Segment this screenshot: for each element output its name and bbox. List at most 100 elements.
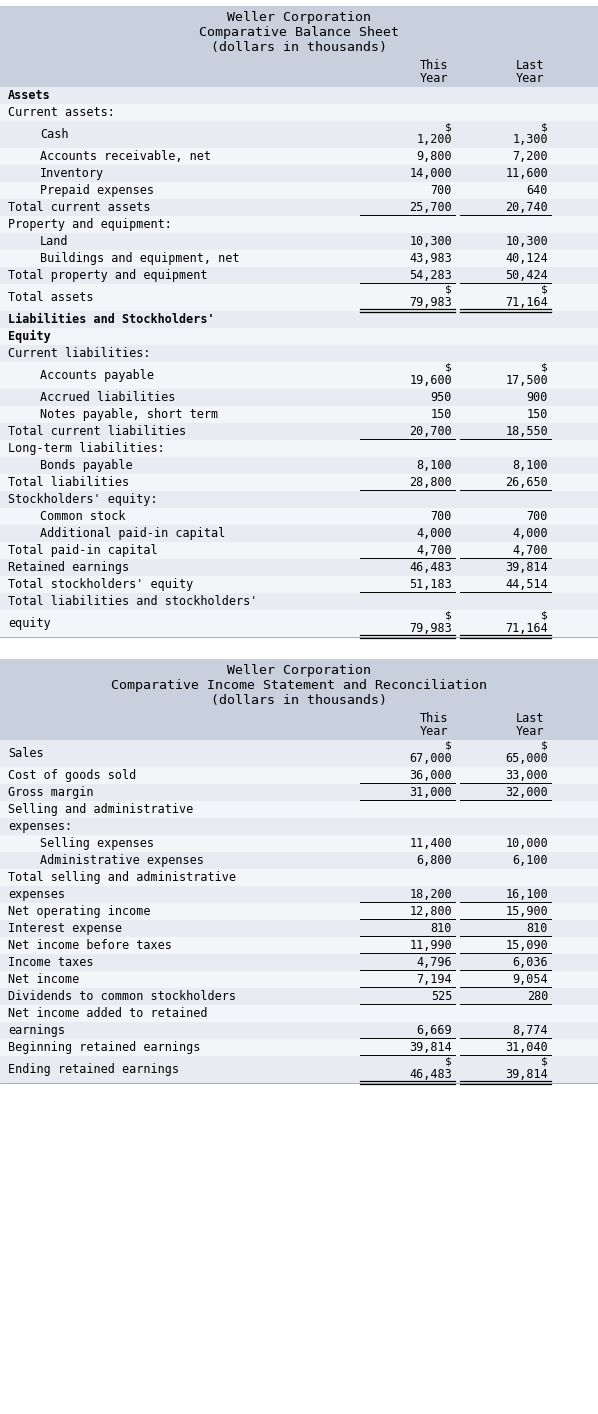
Text: Total selling and administrative: Total selling and administrative [8,871,236,884]
Text: earnings: earnings [8,1024,65,1036]
Bar [0,474,598,491]
Bar [0,887,598,904]
Text: 6,800: 6,800 [416,854,452,867]
Text: 26,650: 26,650 [505,477,548,489]
Text: This: This [420,713,448,725]
Text: Gross margin: Gross margin [8,786,93,799]
Bar [0,122,598,148]
Text: 700: 700 [527,510,548,523]
Text: 28,800: 28,800 [409,477,452,489]
Bar [0,508,598,525]
Text: 40,124: 40,124 [505,252,548,264]
Text: 33,000: 33,000 [505,769,548,782]
Bar [0,406,598,423]
Text: Accounts payable: Accounts payable [40,369,154,382]
Text: 7,200: 7,200 [512,150,548,163]
Text: Accounts receivable, net: Accounts receivable, net [40,150,211,163]
Bar [0,165,598,182]
Text: $: $ [446,286,452,296]
Text: 11,600: 11,600 [505,167,548,180]
Text: 51,183: 51,183 [409,578,452,591]
Bar [0,457,598,474]
Text: 14,000: 14,000 [409,167,452,180]
Bar [0,853,598,870]
Bar [0,6,598,88]
Text: Bonds payable: Bonds payable [40,460,133,472]
Text: Total current assets: Total current assets [8,201,151,214]
Text: Total paid-in capital: Total paid-in capital [8,544,158,557]
Text: Equity: Equity [8,329,51,344]
Text: $: $ [541,363,548,373]
Text: expenses: expenses [8,888,65,901]
Text: This: This [420,59,448,72]
Text: Sales: Sales [8,747,44,759]
Text: 16,100: 16,100 [505,888,548,901]
Bar [0,659,598,740]
Text: 6,036: 6,036 [512,956,548,969]
Text: 640: 640 [527,184,548,197]
Text: 950: 950 [431,392,452,404]
Bar [0,362,598,389]
Text: Prepaid expenses: Prepaid expenses [40,184,154,197]
Bar [0,1056,598,1083]
Text: Stockholders' equity:: Stockholders' equity: [8,493,158,506]
Text: Net income added to retained: Net income added to retained [8,1007,208,1019]
Text: Ending retained earnings: Ending retained earnings [8,1063,179,1076]
Text: 280: 280 [527,990,548,1003]
Text: 25,700: 25,700 [409,201,452,214]
Text: Total current liabilities: Total current liabilities [8,426,186,438]
Bar [0,740,598,766]
Text: 150: 150 [431,409,452,421]
Text: Property and equipment:: Property and equipment: [8,218,172,230]
Bar [0,284,598,311]
Bar [0,440,598,457]
Text: 43,983: 43,983 [409,252,452,264]
Text: Notes payable, short term: Notes payable, short term [40,409,218,421]
Text: 9,800: 9,800 [416,150,452,163]
Text: Last: Last [515,59,544,72]
Text: Comparative Balance Sheet: Comparative Balance Sheet [199,25,399,40]
Text: 31,000: 31,000 [409,786,452,799]
Text: Administrative expenses: Administrative expenses [40,854,204,867]
Bar [0,954,598,971]
Bar [0,328,598,345]
Text: 700: 700 [431,184,452,197]
Text: Land: Land [40,235,69,247]
Bar [0,491,598,508]
Text: 9,054: 9,054 [512,973,548,986]
Text: 46,483: 46,483 [409,1068,452,1080]
Text: 18,200: 18,200 [409,888,452,901]
Text: Net income before taxes: Net income before taxes [8,939,172,952]
Text: 900: 900 [527,392,548,404]
Text: 71,164: 71,164 [505,296,548,310]
Bar [0,870,598,887]
Text: 6,669: 6,669 [416,1024,452,1036]
Text: Year: Year [420,725,448,738]
Text: $: $ [446,122,452,132]
Text: Total assets: Total assets [8,291,93,304]
Bar [0,766,598,783]
Bar [0,389,598,406]
Text: Year: Year [420,72,448,85]
Text: 700: 700 [431,510,452,523]
Bar [0,921,598,937]
Text: 54,283: 54,283 [409,269,452,281]
Text: 79,983: 79,983 [409,622,452,635]
Text: (dollars in thousands): (dollars in thousands) [211,694,387,707]
Text: Comparative Income Statement and Reconciliation: Comparative Income Statement and Reconci… [111,679,487,691]
Text: 8,100: 8,100 [416,460,452,472]
Bar [0,800,598,819]
Bar [0,575,598,592]
Bar [0,88,598,105]
Bar [0,542,598,559]
Text: 810: 810 [431,922,452,935]
Text: Income taxes: Income taxes [8,956,93,969]
Bar [0,819,598,836]
Text: $: $ [446,1058,452,1068]
Text: expenses:: expenses: [8,820,72,833]
Bar [0,345,598,362]
Bar [0,199,598,216]
Text: 39,814: 39,814 [505,561,548,574]
Text: 4,000: 4,000 [416,527,452,540]
Text: Total liabilities and stockholders': Total liabilities and stockholders' [8,595,257,608]
